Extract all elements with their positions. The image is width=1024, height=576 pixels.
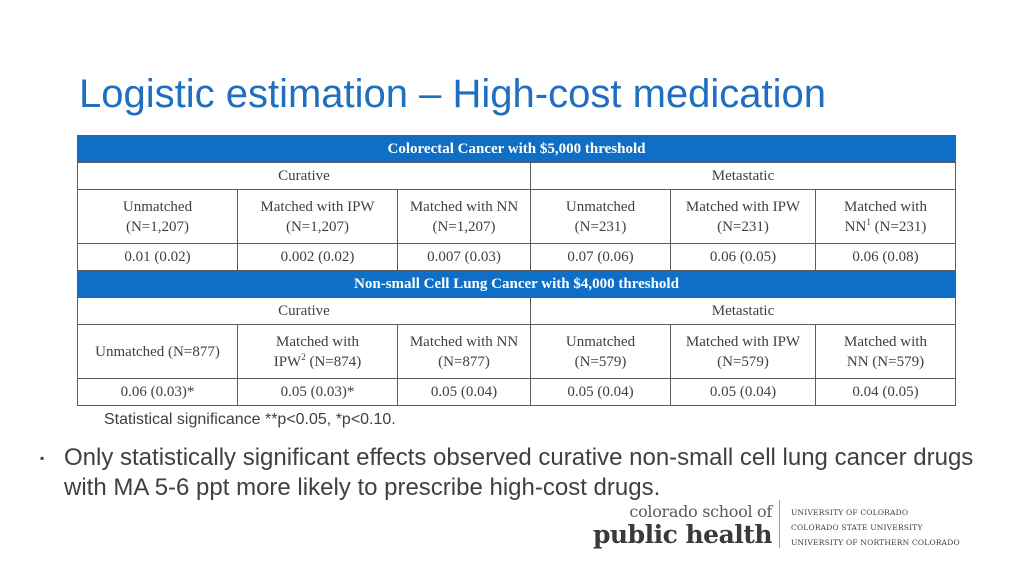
column-header-row: Unmatched (N=877) Matched with IPW2 (N=87… <box>77 324 956 379</box>
footnote-marker: 1 <box>866 216 871 227</box>
group-row: Curative Metastatic <box>77 297 956 325</box>
estimate-cell: 0.05 (0.04) <box>670 378 816 406</box>
estimate-cell: 0.002 (0.02) <box>237 243 398 271</box>
colorectal-section-title: Colorectal Cancer with $5,000 threshold <box>77 135 956 163</box>
column-header: Unmatched (N=1,207) <box>77 189 238 244</box>
estimate-cell: 0.05 (0.03)* <box>237 378 398 406</box>
estimate-row: 0.06 (0.03)* 0.05 (0.03)* 0.05 (0.04) 0.… <box>77 378 956 406</box>
university-list: UNIVERSITY OF COLORADO COLORADO STATE UN… <box>791 505 960 550</box>
lung-section-title: Non-small Cell Lung Cancer with $4,000 t… <box>77 270 956 298</box>
estimate-cell: 0.007 (0.03) <box>397 243 531 271</box>
group-row: Curative Metastatic <box>77 162 956 190</box>
curative-group-label: Curative <box>77 297 531 325</box>
university-name: COLORADO STATE UNIVERSITY <box>791 523 923 532</box>
metastatic-group-label: Metastatic <box>530 297 956 325</box>
column-header: Matched with NN (N=1,207) <box>397 189 531 244</box>
results-table: Colorectal Cancer with $5,000 threshold … <box>77 135 956 406</box>
column-header: Matched with IPW (N=231) <box>670 189 816 244</box>
section-header-row: Non-small Cell Lung Cancer with $4,000 t… <box>77 270 956 298</box>
slide-title: Logistic estimation – High-cost medicati… <box>79 72 827 116</box>
logo-line-2: public health <box>592 520 773 549</box>
column-header: Unmatched (N=579) <box>530 324 671 379</box>
column-header: Matched with IPW2 (N=874) <box>237 324 398 379</box>
estimate-cell: 0.04 (0.05) <box>815 378 956 406</box>
estimate-cell: 0.05 (0.04) <box>530 378 671 406</box>
estimate-cell: 0.05 (0.04) <box>397 378 531 406</box>
column-header: Matched with IPW (N=579) <box>670 324 816 379</box>
estimate-cell: 0.01 (0.02) <box>77 243 238 271</box>
footnote-marker: 2 <box>301 351 306 362</box>
bullet-text: Only statistically significant effects o… <box>64 444 974 501</box>
estimate-cell: 0.06 (0.08) <box>815 243 956 271</box>
metastatic-group-label: Metastatic <box>530 162 956 190</box>
estimate-row: 0.01 (0.02) 0.002 (0.02) 0.007 (0.03) 0.… <box>77 243 956 271</box>
logo-line-1: colorado school of <box>629 502 772 521</box>
estimate-cell: 0.07 (0.06) <box>530 243 671 271</box>
estimate-cell: 0.06 (0.03)* <box>77 378 238 406</box>
column-header: Matched with NN (N=579) <box>815 324 956 379</box>
significance-footnote: Statistical significance **p<0.05, *p<0.… <box>104 411 396 428</box>
section-header-row: Colorectal Cancer with $5,000 threshold <box>77 135 956 163</box>
column-header: Unmatched (N=877) <box>77 324 238 379</box>
school-logo: colorado school of public health <box>586 502 773 549</box>
column-header: Unmatched (N=231) <box>530 189 671 244</box>
university-name: UNIVERSITY OF NORTHERN COLORADO <box>791 538 960 547</box>
column-header-row: Unmatched (N=1,207) Matched with IPW (N=1,… <box>77 189 956 244</box>
university-name: UNIVERSITY OF COLORADO <box>791 508 909 517</box>
square-bullet-icon: ▪ <box>40 451 45 465</box>
estimate-cell: 0.06 (0.05) <box>670 243 816 271</box>
logo-divider <box>779 500 780 548</box>
bullet-point: ▪ Only statistically significant effects… <box>40 443 980 503</box>
column-header: Matched with NN1 (N=231) <box>815 189 956 244</box>
column-header: Matched with NN (N=877) <box>397 324 531 379</box>
column-header: Matched with IPW (N=1,207) <box>237 189 398 244</box>
curative-group-label: Curative <box>77 162 531 190</box>
